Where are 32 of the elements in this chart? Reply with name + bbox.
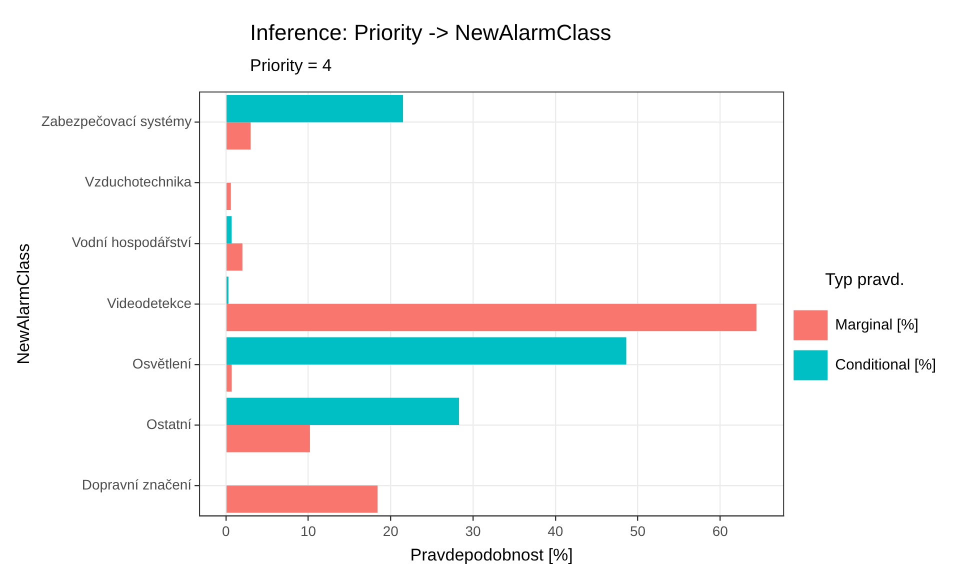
legend-title: Typ pravd. <box>825 270 904 289</box>
x-axis-title: Pravdepodobnost [%] <box>410 545 573 564</box>
y-tick-label: Dopravní značení <box>82 476 192 492</box>
chart-subtitle: Priority = 4 <box>250 56 332 76</box>
bar <box>226 122 251 150</box>
x-tick-label: 30 <box>465 523 482 540</box>
chart-title: Inference: Priority -> NewAlarmClass <box>250 20 612 46</box>
legend-label: Marginal [%] <box>835 316 918 334</box>
bar <box>226 424 310 452</box>
y-tick-label: Osvětlení <box>132 355 192 372</box>
bar <box>226 364 232 392</box>
bar <box>226 337 626 364</box>
x-tick-label: 40 <box>548 523 564 540</box>
bar <box>226 95 404 122</box>
x-tick-label: 60 <box>712 523 728 540</box>
y-tick-label: Zabezpečovací systémy <box>41 113 192 130</box>
bar <box>226 243 242 271</box>
y-tick-label: Videodetekce <box>106 294 192 311</box>
bar <box>226 182 231 210</box>
bar <box>226 304 756 332</box>
x-tick-label: 20 <box>382 523 399 540</box>
x-tick-label: 10 <box>300 523 316 540</box>
bar <box>226 216 232 244</box>
x-tick-label: 50 <box>630 523 646 540</box>
legend-label: Conditional [%] <box>835 356 936 374</box>
x-tick-label: 0 <box>222 523 230 540</box>
y-tick-label: Vodní hospodářství <box>72 234 192 250</box>
y-tick-label: Ostatní <box>146 416 192 432</box>
y-axis-title: NewAlarmClass <box>14 243 33 364</box>
y-tick-label: Vzduchotechnika <box>84 174 192 190</box>
bar <box>226 486 378 513</box>
bar <box>226 398 460 425</box>
